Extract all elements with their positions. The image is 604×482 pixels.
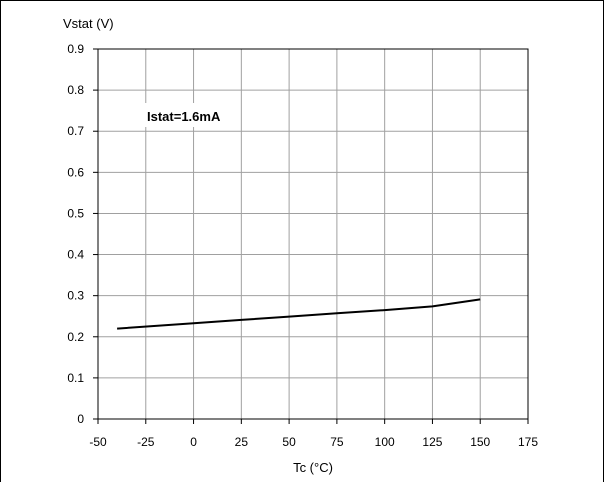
y-tick-label: 0.8 [67, 83, 84, 97]
x-tick-label: 175 [518, 435, 538, 449]
y-tick-label: 0.9 [67, 42, 84, 56]
y-tick-label: 0.1 [67, 371, 84, 385]
y-tick-label: 0.2 [67, 330, 84, 344]
y-tick-label: 0 [77, 412, 84, 426]
x-tick-label: 150 [470, 435, 490, 449]
x-tick-label: 100 [375, 435, 395, 449]
x-axis-ticks: -50 -25 0 25 50 75 100 125 150 175 [89, 419, 538, 449]
y-tick-label: 0.3 [67, 289, 84, 303]
x-tick-label: 25 [235, 435, 249, 449]
x-tick-label: 0 [190, 435, 197, 449]
series-line [117, 298, 481, 330]
x-tick-label: -25 [137, 435, 155, 449]
y-tick-label: 0.7 [67, 124, 84, 138]
annotation-label: Istat=1.6mA [147, 109, 221, 124]
y-axis-title: Vstat (V) [63, 16, 114, 31]
y-axis-ticks: 0 0.1 0.2 0.3 0.4 0.5 0.6 0.7 0.8 0.9 [67, 42, 98, 426]
y-tick-label: 0.5 [67, 206, 84, 220]
x-tick-label: 125 [422, 435, 442, 449]
x-tick-label: 75 [330, 435, 344, 449]
y-tick-label: 0.6 [67, 165, 84, 179]
series [117, 298, 481, 330]
plot-area-border [97, 48, 529, 420]
x-tick-label: 50 [282, 435, 296, 449]
x-tick-label: -50 [89, 435, 107, 449]
y-tick-label: 0.4 [67, 248, 84, 262]
annotation-background [142, 103, 238, 127]
x-axis-title: Tc (°C) [293, 460, 333, 475]
